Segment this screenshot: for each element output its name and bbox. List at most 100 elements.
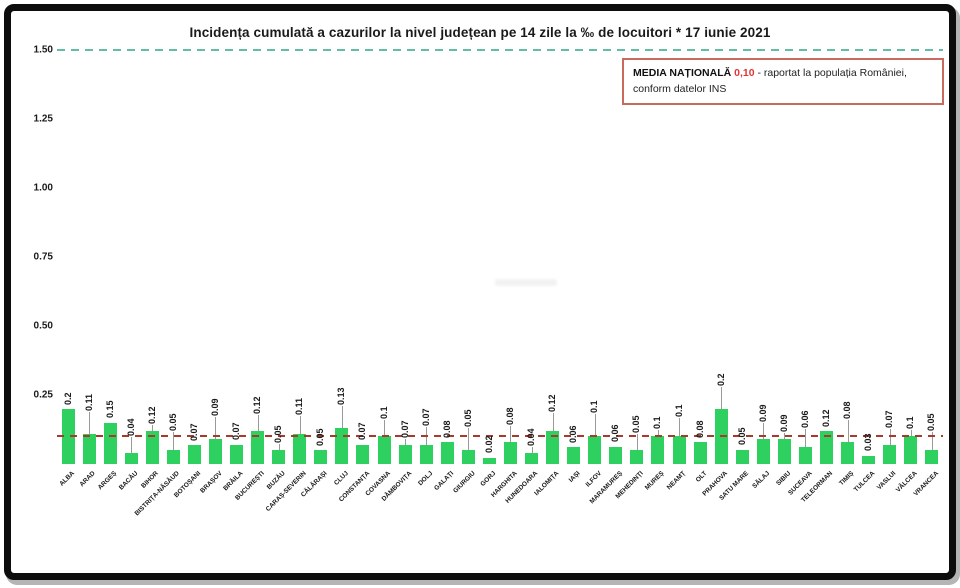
bar	[124, 452, 138, 464]
value-leader-line	[299, 415, 301, 434]
county-name: IAȘI	[567, 470, 582, 484]
bar-value-text: 0.15	[104, 400, 115, 418]
bar-value-text: 0.12	[547, 394, 558, 412]
bar	[820, 430, 834, 464]
bar	[335, 428, 349, 464]
bar-value-text: 0.08	[441, 420, 452, 438]
bar-value-text: 0.1	[589, 400, 600, 414]
y-axis-tick-label: 0.25	[33, 389, 53, 401]
bar-value-text: 0.03	[863, 433, 874, 451]
bar-value-text: 0.07	[420, 408, 431, 426]
bar-value-text: 0.06	[610, 424, 621, 443]
value-leader-line	[257, 414, 259, 431]
bar	[588, 436, 602, 464]
value-leader-line	[679, 418, 681, 437]
bar	[883, 444, 897, 464]
bar	[419, 444, 433, 464]
county-name: TULCEA	[853, 470, 877, 494]
chart-title: Incidența cumulată a cazurilor la nivel …	[189, 25, 771, 40]
county-name: GORJ	[479, 470, 498, 488]
bar-value-text: 0.09	[209, 398, 220, 417]
bar	[103, 422, 117, 464]
bar	[461, 450, 475, 464]
county-name: NEAMȚ	[665, 470, 687, 492]
value-leader-line	[131, 436, 133, 453]
bar	[230, 444, 244, 464]
bar	[630, 450, 644, 464]
bar	[798, 447, 812, 464]
bar-value-text: 0.08	[504, 407, 515, 425]
bar	[862, 455, 876, 464]
bar-value-text: 0.11	[294, 397, 305, 415]
value-leader-line	[341, 406, 343, 429]
national-average-legend: MEDIA NAȚIONALĂ 0,10 - raportat la popul…	[622, 58, 944, 105]
value-leader-line	[657, 430, 659, 437]
value-leader-line	[468, 428, 470, 451]
bar	[525, 452, 539, 464]
bar-value-text: 0.08	[842, 401, 853, 419]
bar-value-text: 0.13	[336, 387, 347, 406]
county-name: SĂLAJ	[751, 470, 772, 491]
value-leader-line	[510, 425, 512, 442]
bar	[609, 447, 623, 464]
bar-value-text: 0.12	[146, 406, 157, 424]
bar	[693, 441, 707, 464]
value-leader-line	[763, 423, 765, 440]
legend-text: - raportat la populația României, confor…	[633, 67, 907, 96]
bar-value-text: 0.07	[884, 410, 895, 428]
county-name: GIURGIU	[451, 470, 477, 495]
value-leader-line	[173, 432, 175, 451]
bar-value-text: 0.06	[799, 410, 810, 429]
bar	[272, 450, 286, 464]
bar	[356, 444, 370, 464]
county-name: MUREȘ	[644, 470, 666, 492]
bar	[187, 444, 201, 464]
value-leader-line	[721, 386, 723, 409]
county-name: DOLJ	[416, 470, 435, 488]
bar-value-text: 0.05	[926, 413, 937, 432]
bar	[567, 447, 581, 464]
value-leader-line	[405, 438, 407, 445]
bar	[672, 436, 686, 464]
value-leader-line	[278, 444, 280, 451]
value-leader-line	[531, 446, 533, 453]
bar-value-text: 0.1	[652, 416, 663, 430]
y-axis-tick-label: 0.75	[33, 251, 53, 263]
bar-value-text: 0.04	[125, 418, 136, 436]
value-leader-line	[552, 412, 554, 431]
chart-frame: Incidența cumulată a cazurilor la nivel …	[4, 4, 956, 580]
bar-value-text: 0.07	[357, 422, 368, 440]
value-leader-line	[152, 424, 154, 431]
value-leader-line	[215, 417, 217, 440]
value-leader-line	[384, 420, 386, 437]
bar	[398, 444, 412, 464]
national-average-line	[57, 435, 943, 438]
y-axis-tick-label: 1.00	[33, 182, 53, 194]
y-axis-tick-label: 1.25	[33, 113, 53, 125]
bar-value-text: 0.12	[821, 409, 832, 427]
bar-value-text: 0.05	[167, 413, 178, 432]
bar-value-text: 0.07	[231, 422, 242, 440]
county-name: BRAȘOV	[198, 470, 224, 495]
threshold-line-1-50	[57, 49, 943, 51]
county-name: ALBA	[58, 470, 76, 488]
bar	[440, 441, 454, 464]
bar-value-text: 0.05	[273, 425, 284, 444]
bar	[904, 436, 918, 464]
legend-title: MEDIA NAȚIONALĂ	[633, 67, 732, 79]
bar	[777, 439, 791, 464]
county-name: SIBIU	[775, 470, 793, 488]
bar	[145, 430, 159, 464]
bar-value-text: 0.07	[399, 420, 410, 438]
value-leader-line	[805, 429, 807, 448]
bar	[482, 458, 496, 464]
value-leader-line	[847, 419, 849, 442]
bar	[314, 450, 328, 464]
bar-value-text: 0.12	[252, 396, 263, 414]
bar-value-text: 0.1	[905, 416, 916, 430]
county-name: OLT	[694, 470, 709, 484]
bar	[756, 439, 770, 464]
bar	[82, 433, 96, 464]
y-axis-tick-label: 0.50	[33, 320, 53, 332]
county-name: ARGEȘ	[96, 470, 119, 492]
